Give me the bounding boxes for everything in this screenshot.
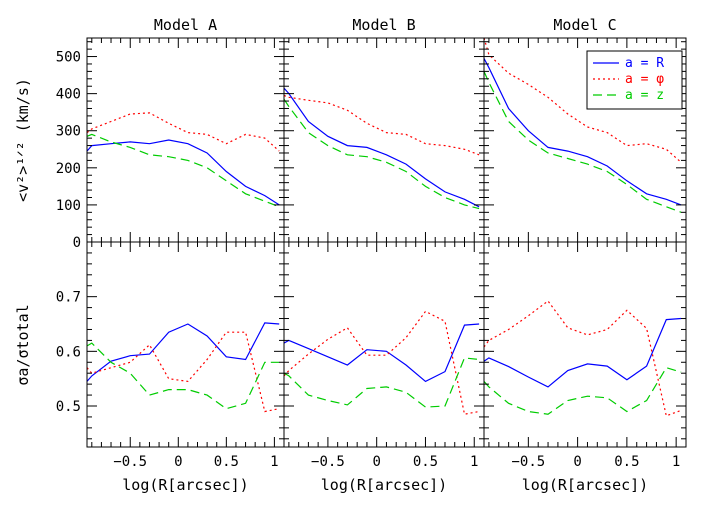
y-axis-label-top: <v²>¹ᐟ² (km/s): [14, 78, 32, 202]
top-series-z: [284, 98, 480, 210]
panel-a: Model A −0.5 0 0.5 1 log(R[arcsec]) 0 100 200 300…: [56, 16, 285, 494]
y-tick-label: 400: [56, 87, 81, 103]
y-tick-label: 300: [56, 124, 81, 140]
bottom-series-z: [284, 357, 480, 408]
top-series-z: [87, 133, 280, 208]
bottom-series-r: [284, 323, 480, 383]
bottom-frame: [86, 241, 285, 448]
y-tick-label: 100: [56, 198, 81, 214]
x-tick-label: 0.5: [413, 454, 438, 470]
top-series-phi: [87, 112, 280, 152]
bottom-series-phi: [284, 310, 480, 415]
x-tick-label: 0.5: [614, 454, 639, 470]
panel-c: Model C −0.5 0 0.5 1 log(R[arcsec]) a = Ra = φ…: [483, 16, 687, 494]
bottom-series-phi: [87, 331, 280, 413]
legend-label: a = φ: [625, 72, 664, 87]
x-tick-label: 0: [372, 454, 380, 470]
bottom-frame: [283, 241, 485, 448]
legend: a = Ra = φa = z: [586, 50, 683, 110]
x-tick-label: −0.5: [311, 454, 345, 470]
bottom-series-z: [87, 342, 280, 410]
x-axis-label: log(R[arcsec]): [522, 476, 648, 494]
y-tick-label: 0: [73, 235, 81, 251]
bottom-series-z: [484, 366, 682, 415]
panel-title: Model C: [553, 16, 616, 34]
legend-label: a = R: [625, 56, 664, 71]
top-series-phi: [284, 94, 480, 156]
bottom-series-r: [484, 317, 682, 388]
top-series-r: [87, 139, 280, 206]
y-axis-label-bottom: σa/σtotal: [14, 304, 32, 385]
x-axis-label: log(R[arcsec]): [321, 476, 447, 494]
y-tick-label: 0.6: [56, 344, 81, 360]
bottom-series-r: [87, 322, 280, 382]
top-series-z: [484, 71, 682, 213]
x-tick-label: −0.5: [113, 454, 147, 470]
bottom-series-phi: [484, 300, 682, 417]
top-frame: [86, 37, 285, 243]
x-tick-label: 1: [270, 454, 278, 470]
bottom-frame: [483, 241, 687, 448]
x-tick-label: 1: [672, 454, 680, 470]
legend-label: a = z: [625, 88, 664, 103]
x-tick-label: 1: [470, 454, 478, 470]
x-tick-label: 0: [573, 454, 581, 470]
y-tick-label: 0.5: [56, 399, 81, 415]
panel-title: Model B: [352, 16, 415, 34]
legend-box: [586, 50, 683, 110]
panel-title: Model A: [154, 16, 217, 34]
x-tick-label: −0.5: [511, 454, 545, 470]
top-series-r: [484, 58, 682, 206]
y-tick-label: 0.7: [56, 290, 81, 306]
x-tick-label: 0: [174, 454, 182, 470]
x-tick-label: 0.5: [214, 454, 239, 470]
top-series-r: [284, 87, 480, 208]
y-tick-label: 500: [56, 50, 81, 66]
top-frame: [283, 37, 485, 243]
panel-b: Model B −0.5 0 0.5 1 log(R[arcsec]): [283, 16, 485, 494]
y-tick-label: 200: [56, 161, 81, 177]
x-axis-label: log(R[arcsec]): [122, 476, 248, 494]
